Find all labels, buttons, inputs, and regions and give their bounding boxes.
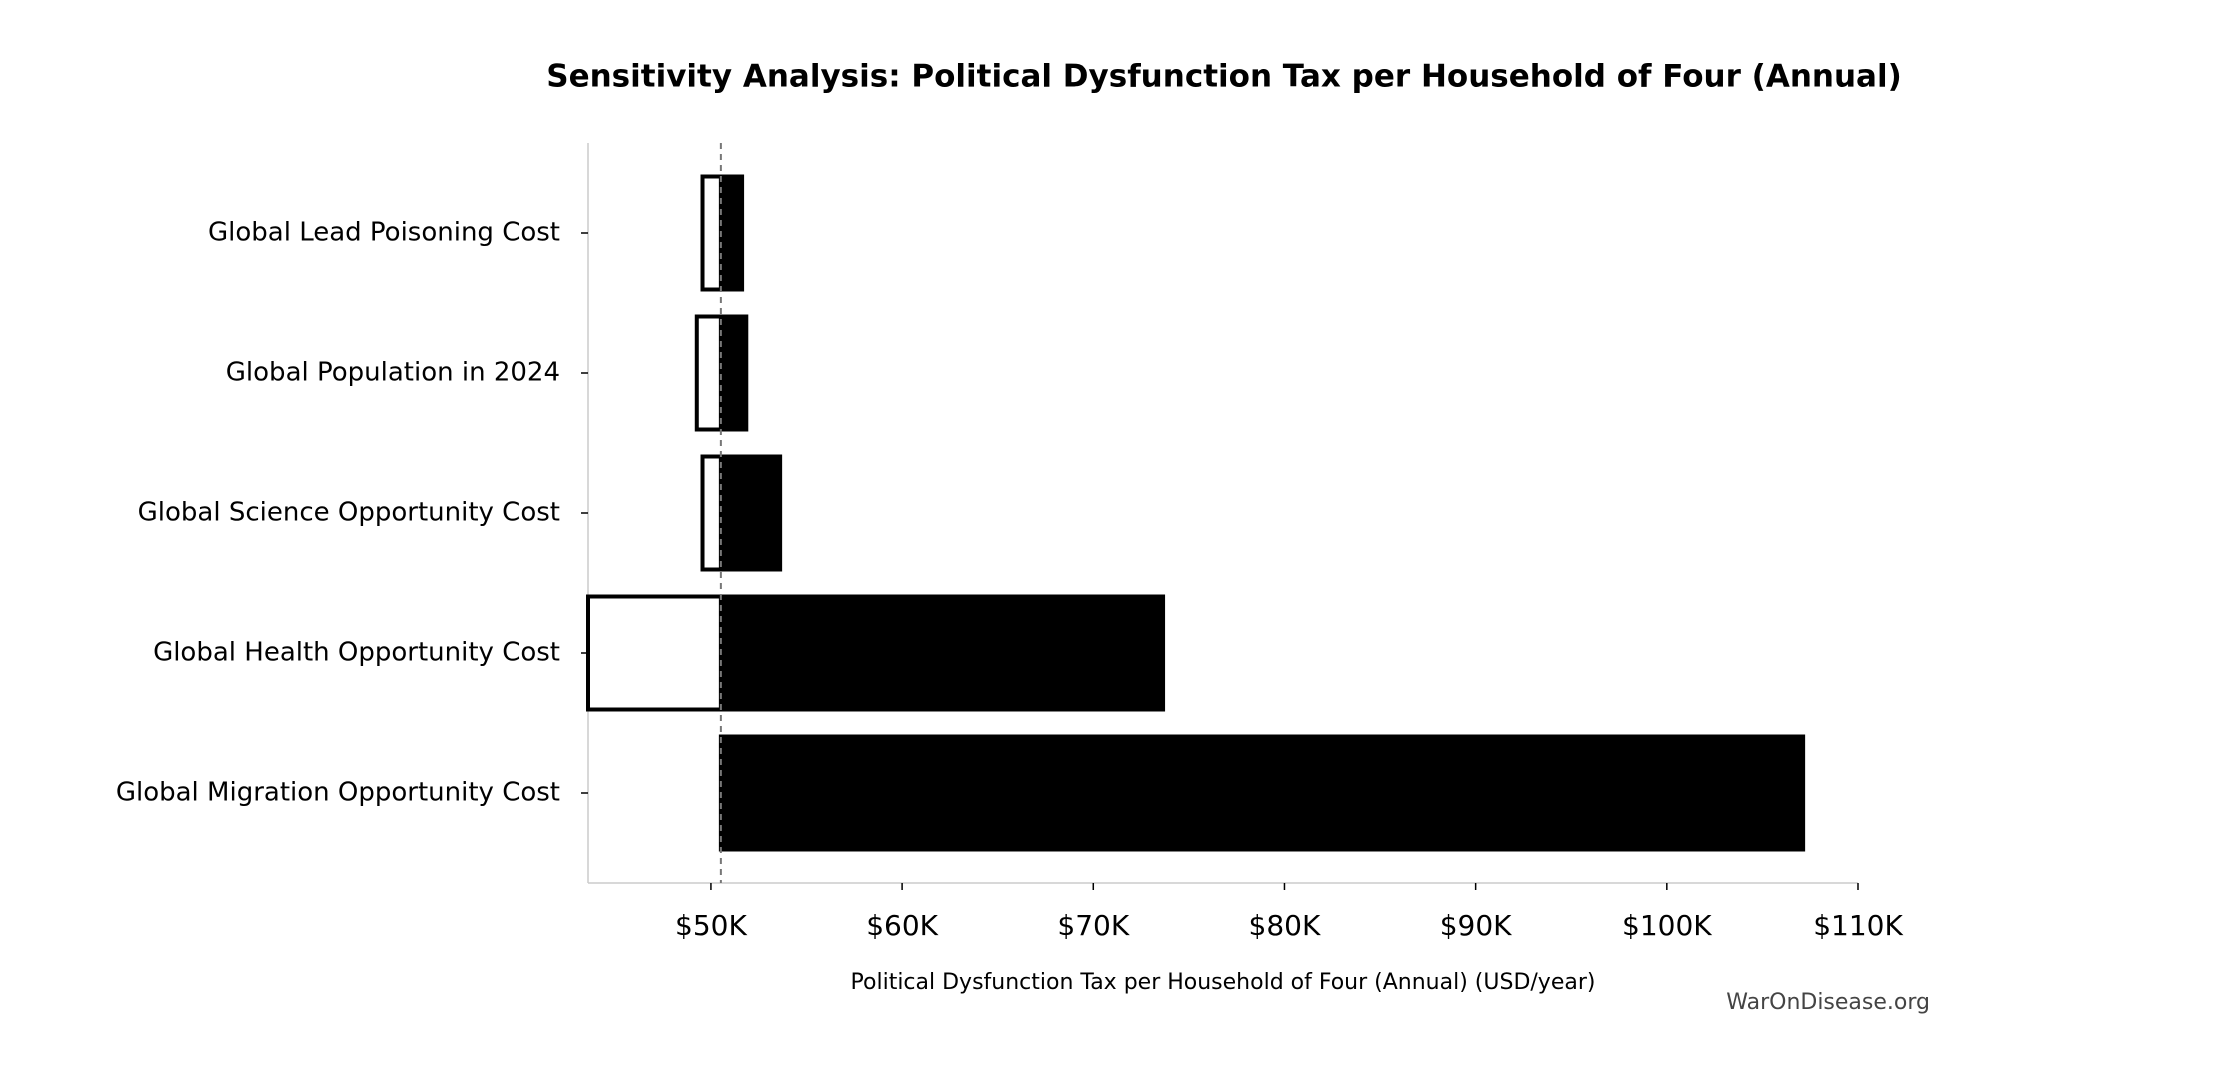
- x-tick-label: $90K: [1440, 909, 1512, 942]
- high-bar: [718, 454, 783, 572]
- x-tick-label: $110K: [1813, 909, 1903, 942]
- x-axis-label: Political Dysfunction Tax per Household …: [851, 970, 1596, 995]
- x-tick-label: $70K: [1057, 909, 1129, 942]
- low-bar: [700, 454, 723, 572]
- high-bar: [718, 314, 749, 432]
- low-bar: [586, 594, 723, 712]
- low-bar: [694, 314, 723, 432]
- y-tick-label: Global Migration Opportunity Cost: [116, 778, 560, 808]
- y-tick-label: Global Health Opportunity Cost: [153, 638, 560, 668]
- high-bar: [718, 174, 745, 292]
- x-tick-label: $50K: [675, 909, 747, 942]
- chart-title: Sensitivity Analysis: Political Dysfunct…: [546, 59, 1902, 95]
- high-bar: [718, 594, 1166, 712]
- x-tick-label: $80K: [1249, 909, 1321, 942]
- x-tick-label: $60K: [866, 909, 938, 942]
- high-bar: [718, 734, 1806, 852]
- y-tick-label: Global Lead Poisoning Cost: [208, 218, 560, 248]
- y-tick-label: Global Population in 2024: [226, 358, 560, 388]
- y-tick-label: Global Science Opportunity Cost: [138, 498, 560, 528]
- x-tick-label: $100K: [1622, 909, 1712, 942]
- watermark: WarOnDisease.org: [1726, 990, 1930, 1015]
- low-bar: [700, 174, 723, 292]
